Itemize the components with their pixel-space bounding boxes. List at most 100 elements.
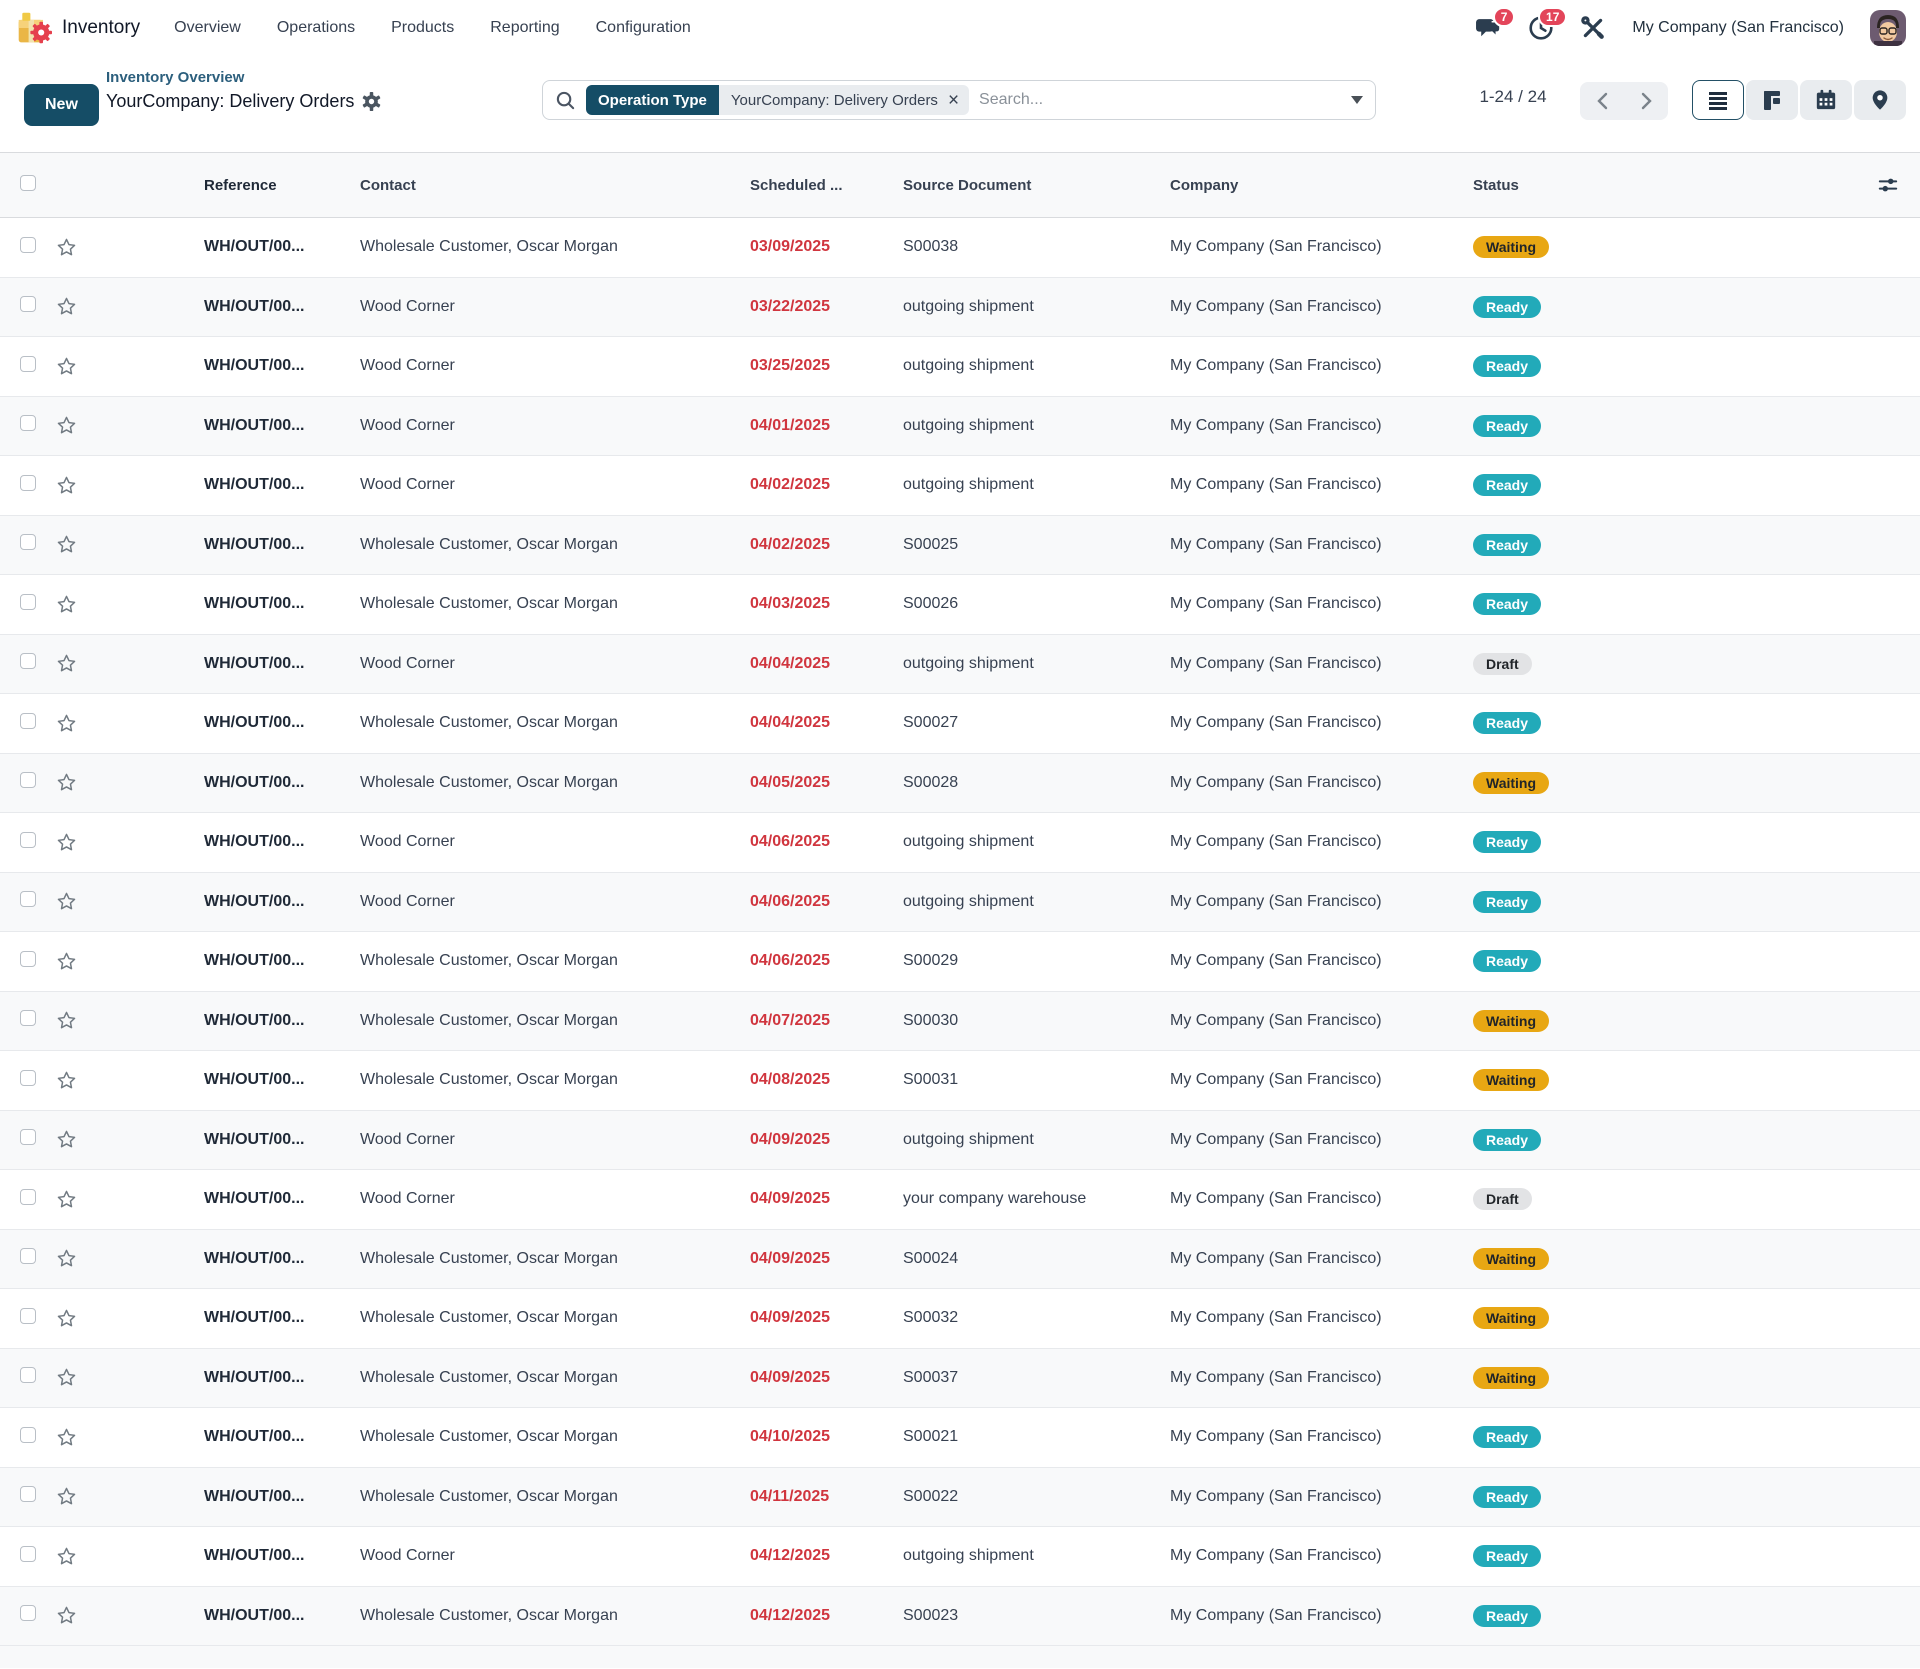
favorite-star-icon[interactable]: [56, 296, 77, 317]
table-row[interactable]: WH/OUT/00... Wholesale Customer, Oscar M…: [0, 753, 1920, 813]
column-header-contact[interactable]: Contact: [360, 176, 416, 194]
pager-next-button[interactable]: [1624, 82, 1668, 120]
favorite-star-icon[interactable]: [56, 1308, 77, 1329]
row-checkbox[interactable]: [20, 534, 36, 551]
activities-button[interactable]: 17: [1528, 7, 1568, 41]
new-button[interactable]: New: [24, 84, 99, 126]
table-row[interactable]: WH/OUT/00... Wholesale Customer, Oscar M…: [0, 218, 1920, 278]
row-checkbox[interactable]: [20, 1010, 36, 1027]
adjust-columns-icon[interactable]: [1860, 175, 1920, 195]
row-checkbox[interactable]: [20, 1248, 36, 1265]
table-row[interactable]: WH/OUT/00... Wood Corner 04/06/2025 outg…: [0, 872, 1920, 932]
table-row[interactable]: WH/OUT/00... Wholesale Customer, Oscar M…: [0, 1408, 1920, 1468]
company-switcher[interactable]: My Company (San Francisco): [1632, 19, 1844, 36]
row-checkbox[interactable]: [20, 950, 36, 967]
row-checkbox[interactable]: [20, 891, 36, 908]
row-checkbox[interactable]: [20, 415, 36, 432]
kanban-view-button[interactable]: [1746, 80, 1798, 120]
table-row[interactable]: WH/OUT/00... Wholesale Customer, Oscar M…: [0, 1289, 1920, 1349]
table-row[interactable]: WH/OUT/00... Wood Corner 04/12/2025 outg…: [0, 1527, 1920, 1587]
favorite-star-icon[interactable]: [56, 832, 77, 853]
messages-button[interactable]: 7: [1475, 7, 1516, 41]
nav-operations[interactable]: Operations: [276, 19, 356, 36]
facet-remove-icon[interactable]: ×: [947, 89, 960, 111]
row-checkbox[interactable]: [20, 712, 36, 729]
favorite-star-icon[interactable]: [56, 891, 77, 912]
row-checkbox[interactable]: [20, 831, 36, 848]
calendar-view-button[interactable]: [1800, 80, 1852, 120]
table-row[interactable]: WH/OUT/00... Wholesale Customer, Oscar M…: [0, 932, 1920, 992]
table-row[interactable]: WH/OUT/00... Wholesale Customer, Oscar M…: [0, 1051, 1920, 1111]
nav-configuration[interactable]: Configuration: [595, 19, 691, 36]
table-row[interactable]: WH/OUT/00... Wholesale Customer, Oscar M…: [0, 991, 1920, 1051]
table-row[interactable]: WH/OUT/00... Wholesale Customer, Oscar M…: [0, 694, 1920, 754]
list-view-button[interactable]: [1692, 80, 1744, 120]
favorite-star-icon[interactable]: [56, 772, 77, 793]
table-row[interactable]: WH/OUT/00... Wood Corner 04/09/2025 outg…: [0, 1110, 1920, 1170]
row-checkbox[interactable]: [20, 474, 36, 491]
action-gear-icon[interactable]: [362, 91, 381, 111]
search-dropdown-toggle[interactable]: [1339, 81, 1375, 119]
map-view-button[interactable]: [1854, 80, 1906, 120]
table-row[interactable]: WH/OUT/00... Wholesale Customer, Oscar M…: [0, 1229, 1920, 1289]
pager-range[interactable]: 1-24 / 24: [1479, 87, 1547, 106]
row-checkbox[interactable]: [20, 296, 36, 313]
row-checkbox[interactable]: [20, 1069, 36, 1086]
nav-products[interactable]: Products: [391, 19, 455, 36]
row-checkbox[interactable]: [20, 1307, 36, 1324]
table-row[interactable]: WH/OUT/00... Wholesale Customer, Oscar M…: [0, 1467, 1920, 1527]
favorite-star-icon[interactable]: [56, 237, 77, 258]
column-header-scheduled[interactable]: Scheduled ...: [750, 176, 843, 194]
row-checkbox[interactable]: [20, 1545, 36, 1562]
row-checkbox[interactable]: [20, 1605, 36, 1622]
column-header-status[interactable]: Status: [1473, 176, 1519, 194]
favorite-star-icon[interactable]: [56, 534, 77, 555]
favorite-star-icon[interactable]: [56, 1129, 77, 1150]
table-row[interactable]: WH/OUT/00... Wholesale Customer, Oscar M…: [0, 1586, 1920, 1646]
favorite-star-icon[interactable]: [56, 1546, 77, 1567]
row-checkbox[interactable]: [20, 355, 36, 372]
favorite-star-icon[interactable]: [56, 653, 77, 674]
row-checkbox[interactable]: [20, 772, 36, 789]
column-header-reference[interactable]: Reference: [204, 176, 277, 194]
favorite-star-icon[interactable]: [56, 1486, 77, 1507]
search-input[interactable]: [969, 91, 1339, 109]
select-all-checkbox[interactable]: [20, 175, 36, 191]
favorite-star-icon[interactable]: [56, 1010, 77, 1031]
user-avatar[interactable]: [1870, 10, 1906, 46]
favorite-star-icon[interactable]: [56, 356, 77, 377]
favorite-star-icon[interactable]: [56, 951, 77, 972]
table-row[interactable]: WH/OUT/00... Wood Corner 04/04/2025 outg…: [0, 634, 1920, 694]
table-row[interactable]: WH/OUT/00... Wood Corner 03/25/2025 outg…: [0, 337, 1920, 397]
table-row[interactable]: WH/OUT/00... Wood Corner 04/06/2025 outg…: [0, 813, 1920, 873]
row-checkbox[interactable]: [20, 236, 36, 253]
column-header-company[interactable]: Company: [1170, 176, 1239, 194]
favorite-star-icon[interactable]: [56, 594, 77, 615]
favorite-star-icon[interactable]: [56, 1070, 77, 1091]
nav-overview[interactable]: Overview: [174, 19, 241, 36]
table-row[interactable]: WH/OUT/00... Wholesale Customer, Oscar M…: [0, 515, 1920, 575]
app-switcher[interactable]: Inventory: [16, 10, 140, 46]
table-row[interactable]: WH/OUT/00... Wood Corner 04/01/2025 outg…: [0, 396, 1920, 456]
favorite-star-icon[interactable]: [56, 415, 77, 436]
favorite-star-icon[interactable]: [56, 1189, 77, 1210]
row-checkbox[interactable]: [20, 1426, 36, 1443]
facet-field-label[interactable]: Operation Type: [586, 85, 719, 115]
column-header-source-document[interactable]: Source Document: [903, 176, 1032, 194]
table-row[interactable]: WH/OUT/00... Wood Corner 04/09/2025 your…: [0, 1170, 1920, 1230]
row-checkbox[interactable]: [20, 1188, 36, 1205]
favorite-star-icon[interactable]: [56, 1367, 77, 1388]
row-checkbox[interactable]: [20, 1129, 36, 1146]
table-row[interactable]: WH/OUT/00... Wholesale Customer, Oscar M…: [0, 1348, 1920, 1408]
favorite-star-icon[interactable]: [56, 475, 77, 496]
breadcrumb-parent-link[interactable]: Inventory Overview: [106, 69, 245, 86]
row-checkbox[interactable]: [20, 1367, 36, 1384]
pager-previous-button[interactable]: [1580, 82, 1624, 120]
favorite-star-icon[interactable]: [56, 1605, 77, 1626]
favorite-star-icon[interactable]: [56, 713, 77, 734]
table-row[interactable]: WH/OUT/00... Wood Corner 04/02/2025 outg…: [0, 456, 1920, 516]
favorite-star-icon[interactable]: [56, 1427, 77, 1448]
favorite-star-icon[interactable]: [56, 1248, 77, 1269]
nav-reporting[interactable]: Reporting: [490, 19, 560, 36]
table-row[interactable]: WH/OUT/00... Wholesale Customer, Oscar M…: [0, 575, 1920, 635]
